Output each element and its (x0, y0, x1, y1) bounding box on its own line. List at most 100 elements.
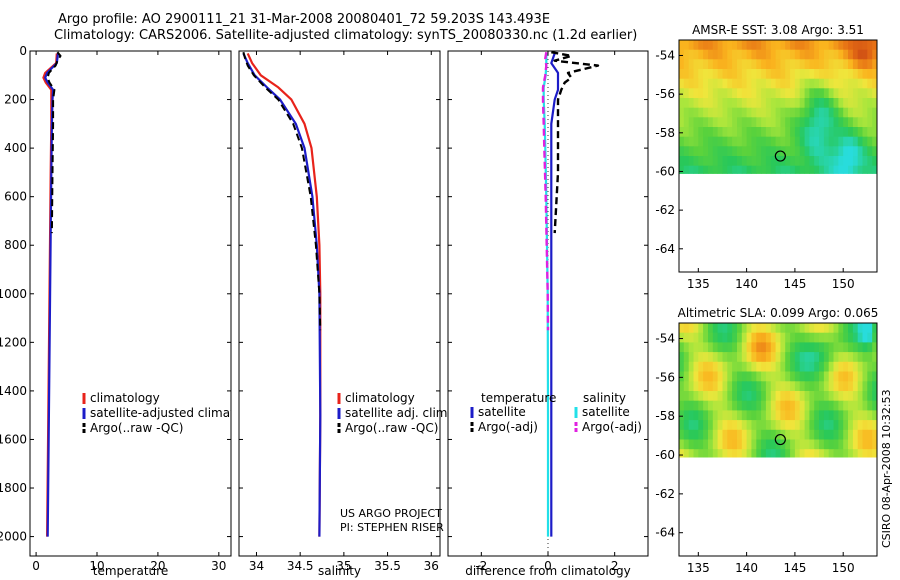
sla_map-heatmap-cell (814, 323, 820, 334)
sst_map-heatmap-cell (698, 69, 704, 80)
sst_map-heatmap-cell (790, 165, 796, 174)
sst_map-heatmap-cell (799, 40, 805, 51)
sst_map-heatmap-cell (857, 107, 863, 118)
difference-xlabel: difference from climatology (465, 564, 631, 578)
sla_map-heatmap-cell (823, 439, 830, 450)
salinity-xtick-label: 35.5 (374, 559, 401, 573)
sla_map-heatmap-cell (688, 400, 694, 411)
sst_map-heatmap-cell (751, 165, 757, 174)
sla_map-ytick-label: -56 (655, 370, 675, 384)
sst_map-heatmap-cell (833, 78, 839, 89)
sla_map-heatmap-cell (872, 439, 878, 450)
sla_map-heatmap-cell (799, 439, 805, 450)
sst_map-heatmap-cell (794, 98, 801, 109)
timestamp-label: CSIRO 08-Apr-2008 10:32:53 (880, 389, 893, 548)
sst_map-heatmap-cell (828, 107, 834, 118)
sla_map-heatmap-cell (780, 410, 786, 421)
sst_map-heatmap-cell (780, 78, 786, 89)
sst_map-heatmap-cell (848, 146, 854, 157)
sla_map-heatmap-cell (848, 352, 854, 363)
sst_map-heatmap-cell (780, 88, 786, 99)
sst_map-heatmap-cell (848, 49, 854, 60)
sla_map-heatmap-cell (799, 361, 805, 372)
sla_map-heatmap-cell (780, 352, 786, 363)
sla_map-heatmap-cell (867, 400, 873, 411)
sla_map-heatmap-cell (756, 381, 762, 392)
sla_map-heatmap-cell (727, 400, 733, 411)
sst_map-heatmap-cell (833, 88, 839, 99)
sst_map-heatmap-cell (804, 69, 810, 80)
sst_map-heatmap-cell (862, 136, 868, 147)
sla_map-heatmap-cell (688, 352, 694, 363)
sst_map-heatmap-cell (703, 78, 709, 89)
sst_map-heatmap-cell (852, 98, 859, 109)
sst_map-heatmap-cell (872, 49, 878, 60)
sst_map-heatmap-cell (765, 117, 772, 128)
sst_map-heatmap-cell (828, 49, 834, 60)
sla_map-heatmap-cell (741, 371, 748, 382)
sst_map-heatmap-cell (872, 146, 878, 157)
sst_map-heatmap-cell (848, 165, 854, 174)
sla_map-heatmap-cell (838, 381, 844, 392)
sla_map-heatmap-cell (804, 439, 810, 450)
sst_map-heatmap-cell (751, 59, 757, 70)
sst_map-heatmap-cell (761, 165, 767, 174)
sst_map-heatmap-cell (799, 165, 805, 174)
sla_map-heatmap-cell (698, 371, 704, 382)
sla_map-heatmap-cell (683, 400, 690, 411)
sla_map-heatmap-cell (857, 449, 863, 458)
sla_map-heatmap-cell (780, 371, 786, 382)
salinity-xtick-label: 35 (336, 559, 351, 573)
sla-map-panel: Altimetric SLA: 0.099 Argo: 0.065 135 140 1… (655, 306, 878, 575)
sla_map-heatmap-cell (804, 449, 810, 458)
sla_map-heatmap-cell (708, 332, 714, 343)
sst_map-heatmap-cell (804, 136, 810, 147)
sst_map-heatmap-cell (848, 136, 854, 147)
sla_map-heatmap-cell (814, 342, 820, 353)
sst_map-heatmap-cell (867, 136, 873, 147)
sst_map-heatmap-cell (872, 69, 878, 80)
sst_map-heatmap-cell (848, 117, 854, 128)
sla_map-heatmap-cell (746, 391, 752, 402)
sst_map-heatmap-cell (775, 49, 781, 60)
sla_map-heatmap-cell (804, 352, 810, 363)
sst_map-heatmap-cell (867, 88, 873, 99)
sst_map-heatmap-cell (785, 49, 791, 60)
sla_map-heatmap-cell (751, 342, 757, 353)
sla_map-heatmap-cell (761, 361, 767, 372)
sla_map-heatmap-cell (703, 439, 709, 450)
sst_map-heatmap-cell (751, 78, 757, 89)
sla_map-heatmap-cell (819, 323, 825, 334)
sst_map-heatmap-cell (698, 156, 704, 167)
sst_map-heatmap-cell (867, 78, 873, 89)
difference-xtick-label: 2 (611, 559, 619, 573)
sst_map-heatmap-cell (761, 156, 767, 167)
sst_map-heatmap-cell (698, 165, 704, 174)
sst_map-heatmap-cell (698, 107, 704, 118)
salinity-legend-label: satellite adj. clim. (345, 406, 451, 420)
sst_map-heatmap-cell (727, 156, 733, 167)
sla_map-heatmap-cell (838, 323, 844, 334)
temperature-ytick-label: 800 (4, 238, 27, 252)
sla_map-heatmap-cell (712, 371, 719, 382)
sla_map-heatmap-cell (756, 332, 762, 343)
sst_map-heatmap-cell (761, 59, 767, 70)
sst_map-heatmap-cell (708, 49, 714, 60)
sst_map-heatmap-cell (799, 117, 805, 128)
sla_map-heatmap-cell (819, 429, 825, 440)
sst_map-heatmap-cell (746, 127, 752, 138)
temperature-ytick-label: 600 (4, 190, 27, 204)
sst_map-heatmap-cell (727, 88, 733, 99)
sst_map-heatmap-cell (823, 146, 830, 157)
sla_map-heatmap-cell (712, 361, 719, 372)
sst_map-heatmap-cell (712, 165, 719, 174)
sla_map-heatmap-cell (688, 361, 694, 372)
temperature-ytick-label: 0 (19, 44, 27, 58)
sst_map-heatmap-cell (833, 40, 839, 51)
sla_map-xtick-label: 150 (832, 561, 855, 575)
sla_map-heatmap-cell (751, 410, 757, 421)
sst_map-heatmap-cell (833, 69, 839, 80)
sst_map-heatmap-cell (703, 127, 709, 138)
sla_map-heatmap-cell (761, 371, 767, 382)
sla_map-heatmap-cell (852, 410, 859, 421)
